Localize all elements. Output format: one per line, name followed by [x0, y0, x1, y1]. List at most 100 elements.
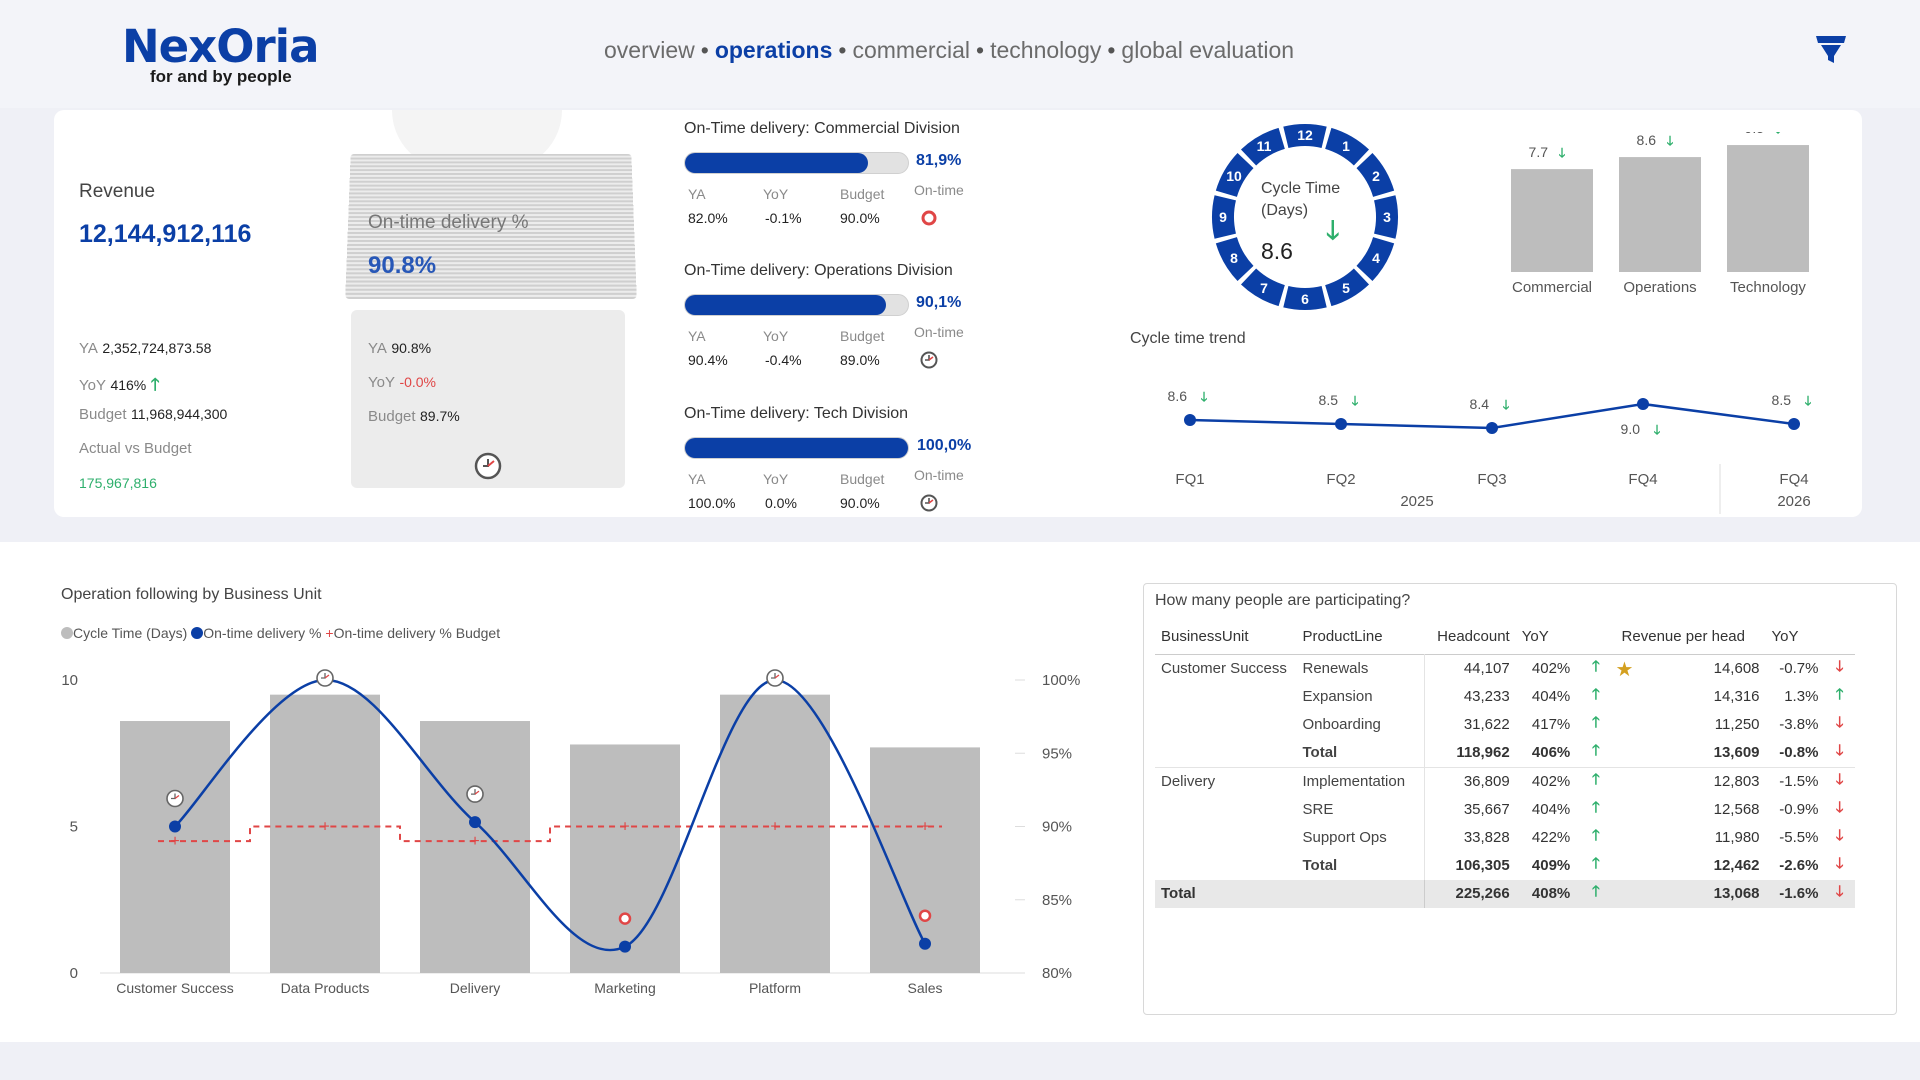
trend-x-label: FQ2: [1326, 471, 1355, 488]
clock-number: 6: [1301, 291, 1309, 307]
col-headcount[interactable]: Headcount: [1437, 628, 1510, 646]
table-row[interactable]: Customer Success Renewals 44,107 402% 🡑 …: [1155, 654, 1855, 683]
ontime-budget: Budget 89.7%: [368, 408, 460, 425]
legend-plus-icon: +: [325, 625, 334, 641]
nav-commercial[interactable]: commercial: [852, 37, 971, 63]
table-header-row: BusinessUnit ProductLine Headcount YoY R…: [1155, 620, 1855, 654]
table-row[interactable]: SRE 35,667 404% 🡑 12,568 -0.9% 🡓: [1155, 795, 1855, 824]
trend-x-label: FQ4: [1779, 471, 1808, 488]
clock-icon: [474, 452, 502, 480]
cycle-bar: [1619, 157, 1701, 272]
cell-total-headcount: 225,266: [1455, 885, 1510, 902]
clock-segment: [1240, 268, 1285, 307]
col-businessunit[interactable]: BusinessUnit: [1161, 628, 1249, 646]
budget-marker: +: [470, 833, 479, 850]
cell-yoy: 402%: [1531, 660, 1571, 677]
cycle-time-value: 8.6: [1261, 238, 1293, 264]
clock-number: 4: [1372, 250, 1380, 266]
division-percent: 90,1%: [916, 294, 962, 311]
arrow-up-icon: 🡑: [1835, 686, 1844, 703]
y-right-tick: 95%: [1042, 745, 1072, 762]
budget-marker: +: [170, 833, 179, 850]
cell-yoy: 404%: [1531, 801, 1571, 818]
clock-hand: [324, 674, 330, 679]
col-productline[interactable]: ProductLine: [1302, 628, 1383, 646]
y-left-tick: 10: [61, 672, 78, 689]
y-right-tick: 100%: [1042, 672, 1080, 689]
ontime-ya: YA 90.8%: [368, 340, 432, 357]
cell-yoy-2: 1.3%: [1784, 688, 1819, 705]
cell-revenue-per-head: 12,462: [1713, 857, 1760, 874]
clock-number: 5: [1342, 280, 1350, 296]
cell-total-revenue-per-head: 13,068: [1713, 885, 1760, 902]
division-budget-value: 90.0%: [840, 495, 880, 511]
arrow-down-icon: 🡓: [1835, 827, 1844, 844]
table-row[interactable]: Total 118,962 406% 🡑 13,609 -0.8% 🡓: [1155, 738, 1855, 767]
division-ontime-label: On-time: [914, 182, 964, 198]
x-tick-label: Customer Success: [116, 980, 233, 996]
cell-revenue-per-head: 12,803: [1713, 773, 1760, 790]
cell-yoy-2: -0.8%: [1779, 744, 1819, 761]
filter-icon[interactable]: [1814, 32, 1848, 66]
cell-businessunit: Delivery: [1161, 773, 1216, 790]
cell-yoy-2: -1.5%: [1779, 773, 1819, 790]
cell-headcount: 106,305: [1455, 857, 1510, 874]
cycle-bar: [1511, 169, 1593, 272]
table-row[interactable]: Onboarding 31,622 417% 🡑 11,250 -3.8% 🡓: [1155, 710, 1855, 739]
clock-segment: [1283, 286, 1327, 310]
cell-yoy: 404%: [1531, 688, 1571, 705]
nav-overview[interactable]: overview: [604, 37, 695, 63]
ontime-card-value: 90.8%: [368, 252, 437, 279]
arrow-down-icon: 🡓: [1835, 883, 1844, 900]
cell-businessunit: [1155, 683, 1296, 711]
arrow-up-icon: 🡑: [1592, 742, 1600, 759]
people-table-wrap: BusinessUnit ProductLine Headcount YoY R…: [1155, 620, 1855, 908]
y-right-tick: 80%: [1042, 965, 1072, 982]
clock-icon: [920, 494, 938, 512]
table-row[interactable]: Delivery Implementation 36,809 402% 🡑 12…: [1155, 767, 1855, 796]
cell-businessunit: [1155, 852, 1296, 880]
arrow-up-icon: 🡑: [1592, 658, 1600, 675]
trend-point-label: 8.5: [1319, 392, 1339, 408]
clock-number: 8: [1230, 250, 1238, 266]
col-yoy[interactable]: YoY: [1521, 628, 1549, 646]
clock-hand: [174, 794, 180, 800]
arrow-up-icon: 🡑: [150, 375, 160, 394]
table-total-row[interactable]: Total 225,266 408% 🡑 13,068 -1.6% 🡓: [1155, 879, 1855, 908]
division-title: On-Time delivery: Commercial Division: [684, 120, 960, 137]
table-row[interactable]: Total 106,305 409% 🡑 12,462 -2.6% 🡓: [1155, 851, 1855, 880]
x-tick-label: Platform: [749, 980, 801, 996]
nav-global-evaluation[interactable]: global evaluation: [1121, 37, 1295, 63]
division-yoy-value: -0.4%: [765, 352, 802, 368]
clock-number: 10: [1226, 168, 1242, 184]
division-ya-value: 100.0%: [688, 495, 736, 511]
cycle-trend-title: Cycle time trend: [1130, 330, 1246, 347]
arrow-down-icon: 🡓: [1667, 133, 1674, 148]
arrow-down-icon: 🡓: [1352, 393, 1359, 408]
status-red-icon: [918, 909, 932, 922]
col-yoy-2[interactable]: YoY: [1771, 628, 1799, 646]
cell-productline: SRE: [1296, 795, 1426, 824]
cycle-bar-label: 9.5: [1745, 132, 1765, 136]
clock-face: [1236, 148, 1374, 286]
cycle-bar-label: 7.7: [1529, 144, 1549, 160]
x-tick-label: Sales: [907, 980, 942, 996]
cell-yoy-2: -0.7%: [1779, 660, 1819, 677]
nav-operations[interactable]: operations: [714, 37, 833, 63]
division-progress-bar: [684, 437, 909, 459]
x-tick-label: Data Products: [281, 980, 370, 996]
cell-productline: Renewals: [1296, 654, 1426, 683]
people-panel: [1143, 583, 1897, 1015]
nav-technology[interactable]: technology: [990, 37, 1102, 63]
cycle-time-subtitle: (Days): [1261, 202, 1309, 219]
trend-x-label: FQ1: [1175, 471, 1204, 488]
division-title: On-Time delivery: Tech Division: [684, 405, 909, 422]
col-revenue-per-head[interactable]: Revenue per head: [1621, 628, 1745, 646]
arrow-down-icon: 🡓: [1835, 714, 1844, 731]
table-row[interactable]: Expansion 43,233 404% 🡑 14,316 1.3% 🡑: [1155, 682, 1855, 711]
division-title: On-Time delivery: Operations Division: [684, 262, 953, 279]
clock-hand: [474, 790, 480, 795]
arrow-down-icon: 🡓: [1503, 397, 1510, 412]
table-row[interactable]: Support Ops 33,828 422% 🡑 11,980 -5.5% 🡓: [1155, 823, 1855, 852]
clock-segment: [1325, 127, 1370, 166]
